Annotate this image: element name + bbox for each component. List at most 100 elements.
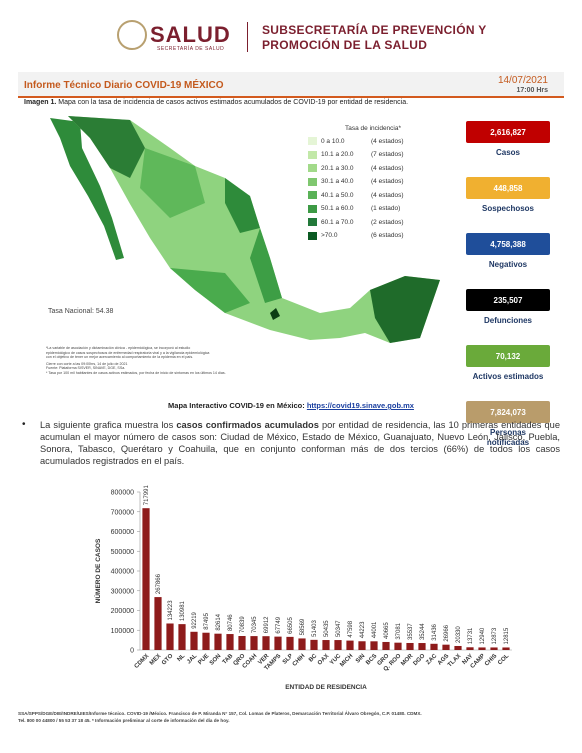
bar: [346, 640, 354, 650]
bar: [478, 647, 486, 650]
legend-row: 50.1 a 60.0 (1 estado): [308, 204, 400, 213]
footer-line: Tel. 800 00 44800 / 55 53 37 18 45. * In…: [18, 718, 230, 723]
note-line: * Tasa por 100 mil habitantes de casos a…: [46, 370, 226, 375]
legend-swatch: [308, 164, 317, 172]
bar: [154, 597, 162, 650]
y-axis-label: NÚMERO DE CASOS: [93, 538, 102, 603]
stat-value: 235,507: [466, 289, 550, 311]
stat-value: 70,132: [466, 345, 550, 367]
y-tick-label: 800000: [111, 490, 134, 497]
value-label: 717991: [144, 485, 150, 506]
legend-swatch: [308, 137, 317, 145]
legend-count: (4 estados): [371, 164, 404, 172]
map-link[interactable]: https://covid19.sinave.gob.mx: [306, 401, 414, 410]
bar: [178, 624, 186, 650]
x-tick-label: BCS: [365, 653, 378, 666]
legend-row: 10.1 a 20.0 (7 estados): [308, 150, 404, 159]
stat-label: Casos: [495, 148, 520, 157]
legend-range: 40.1 a 50.0: [321, 191, 354, 199]
legend-swatch: [308, 191, 317, 199]
value-label: 35537: [408, 623, 414, 640]
value-label: 267866: [156, 573, 162, 594]
value-label: 44001: [372, 621, 378, 638]
report-date: 14/07/2021: [497, 75, 548, 86]
legend-count: (4 estados): [371, 191, 404, 199]
y-tick-label: 0: [130, 648, 134, 655]
legend-range: 50.1 a 60.0: [321, 205, 354, 212]
legend-row: 0 a 10.0 (4 estados): [308, 137, 404, 145]
bar: [382, 641, 390, 650]
note-line: epidemiológico de casos sospechosos de e…: [46, 350, 210, 355]
bar: [418, 643, 426, 650]
value-label: 12873: [492, 627, 498, 644]
value-label: 67749: [276, 616, 282, 633]
y-tick-label: 200000: [111, 608, 134, 615]
legend-row: 30.1 a 40.0 (4 estados): [308, 177, 404, 186]
bar: [274, 636, 282, 650]
bar: [334, 640, 342, 650]
value-label: 70839: [240, 616, 246, 633]
note-line: Cierre con corte a las 09:00hrs, 14 de j…: [46, 361, 128, 366]
legend-range: 20.1 a 30.0: [321, 164, 354, 172]
legend-row: 60.1 a 70.0 (2 estados): [308, 218, 404, 226]
stat-value: 7,824,073: [466, 401, 550, 423]
title-bar: [18, 72, 564, 98]
paragraph: La siguiente grafica muestra los casos c…: [40, 419, 560, 467]
caption-label: Imagen 1.: [24, 99, 57, 106]
legend-swatch: [308, 231, 317, 240]
value-label: 82614: [216, 613, 222, 630]
value-label: 12940: [480, 627, 486, 644]
para-text: por entidad de residencia, las 10 primer…: [40, 420, 561, 466]
bar: [190, 631, 198, 650]
value-label: 70345: [252, 616, 258, 633]
link-label: Mapa Interactivo COVID-19 en México:: [168, 401, 305, 410]
y-tick-label: 100000: [111, 628, 134, 635]
x-tick-label: MICH: [339, 653, 354, 668]
map-link-line: Mapa Interactivo COVID-19 en México: htt…: [0, 401, 582, 410]
separator: [247, 22, 248, 52]
legend-swatch: [308, 218, 317, 226]
bar: [166, 623, 174, 650]
caption-text: Mapa con la tasa de incidencia de casos …: [58, 99, 409, 106]
report-title: Informe Técnico Diario COVID-19 MÉXICO: [24, 80, 224, 91]
bar: [214, 633, 222, 650]
map: [50, 116, 440, 343]
value-label: 20330: [456, 626, 462, 643]
x-tick-label: BC: [308, 653, 319, 664]
legend-row: 40.1 a 50.0 (4 estados): [308, 191, 404, 199]
x-tick-label: TLAX: [447, 653, 462, 668]
x-axis-label: ENTIDAD DE RESIDENCIA: [285, 684, 367, 691]
x-tick-label: ZAC: [425, 653, 438, 666]
legend-range: 30.1 a 40.0: [321, 178, 354, 185]
value-label: 130981: [180, 600, 186, 621]
bar-chart: 0 100000 200000 300000 400000 500000 600000 700…: [93, 485, 512, 691]
y-tick-label: 700000: [111, 509, 134, 516]
stat-value: 2,616,827: [466, 121, 550, 143]
header-subtitle: SUBSECRETARÍA DE PREVENCIÓN Y: [262, 23, 487, 37]
bar: [298, 638, 306, 650]
bar: [502, 647, 510, 650]
value-label: 134223: [168, 600, 174, 621]
bar: [250, 636, 258, 650]
bar: [406, 642, 414, 650]
bullet: •: [22, 419, 26, 430]
legend-range: 60.1 a 70.0: [321, 218, 354, 226]
note-line: *La variable de asociación y dictaminaci…: [46, 346, 191, 350]
stat-label: Negativos: [488, 260, 528, 269]
legend-swatch: [308, 150, 317, 159]
legend-count: (2 estados): [371, 218, 404, 226]
y-tick-label: 300000: [111, 588, 134, 595]
x-tick-label: GTO: [161, 653, 175, 667]
x-tick-label: OAX: [317, 653, 330, 666]
stat-label: Activos estimados: [472, 372, 544, 381]
bar: [454, 645, 462, 650]
legend-count: (6 estados): [371, 232, 404, 239]
map-region: [140, 148, 205, 218]
map-cdmx: [270, 308, 280, 320]
x-tick-label: DGO: [413, 653, 427, 667]
legend-count: (4 estados): [371, 137, 404, 145]
bar: [466, 647, 474, 650]
y-tick-label: 600000: [111, 529, 134, 536]
value-label: 66505: [288, 617, 294, 634]
